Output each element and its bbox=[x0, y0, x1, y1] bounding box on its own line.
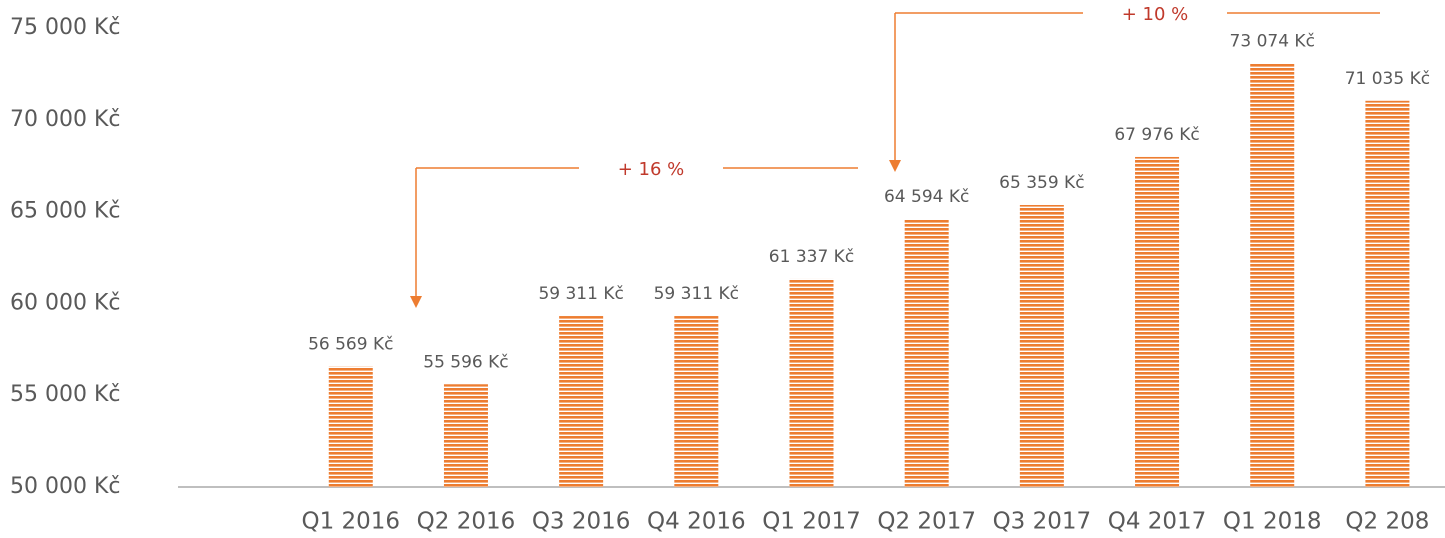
value-label: 64 594 Kč bbox=[884, 187, 969, 207]
x-tick-label: Q4 2017 bbox=[1108, 509, 1207, 535]
bar bbox=[559, 316, 604, 487]
value-label: 59 311 Kč bbox=[538, 284, 623, 304]
arrow-head bbox=[410, 296, 422, 308]
bar bbox=[904, 219, 949, 488]
value-label: 73 074 Kč bbox=[1230, 31, 1315, 51]
bar bbox=[789, 278, 834, 487]
y-tick-label: 75 000 Kč bbox=[10, 15, 121, 40]
value-label: 65 359 Kč bbox=[999, 173, 1084, 193]
arrow-head bbox=[889, 160, 901, 172]
x-tick-label: Q1 2017 bbox=[762, 509, 861, 535]
x-tick-label: Q2 2017 bbox=[877, 509, 976, 535]
x-tick-label: Q2 208 bbox=[1345, 509, 1429, 535]
value-label: 56 569 Kč bbox=[308, 334, 393, 354]
y-tick-label: 50 000 Kč bbox=[10, 474, 121, 499]
bar bbox=[443, 384, 488, 487]
bar bbox=[1365, 100, 1410, 488]
bar bbox=[1019, 205, 1064, 487]
bar bbox=[328, 366, 373, 487]
x-tick-label: Q4 2016 bbox=[647, 509, 746, 535]
bar bbox=[674, 316, 719, 487]
value-label: 55 596 Kč bbox=[423, 352, 508, 372]
bar bbox=[1135, 156, 1180, 488]
y-tick-label: 70 000 Kč bbox=[10, 107, 121, 132]
y-tick-label: 60 000 Kč bbox=[10, 290, 121, 315]
bar bbox=[1250, 63, 1295, 487]
annotation: + 16 % bbox=[618, 159, 685, 180]
x-tick-label: Q3 2017 bbox=[993, 509, 1092, 535]
x-tick-label: Q1 2016 bbox=[301, 509, 400, 535]
y-tick-label: 55 000 Kč bbox=[10, 382, 121, 407]
y-tick-label: 65 000 Kč bbox=[10, 199, 121, 224]
x-tick-label: Q3 2016 bbox=[532, 509, 631, 535]
value-label: 67 976 Kč bbox=[1114, 125, 1199, 145]
x-tick-label: Q2 2016 bbox=[417, 509, 516, 535]
value-label: 61 337 Kč bbox=[769, 247, 854, 267]
value-label: 71 035 Kč bbox=[1345, 69, 1430, 89]
annotation: + 10 % bbox=[1122, 4, 1189, 25]
x-tick-label: Q1 2018 bbox=[1223, 509, 1322, 535]
value-label: 59 311 Kč bbox=[654, 284, 739, 304]
